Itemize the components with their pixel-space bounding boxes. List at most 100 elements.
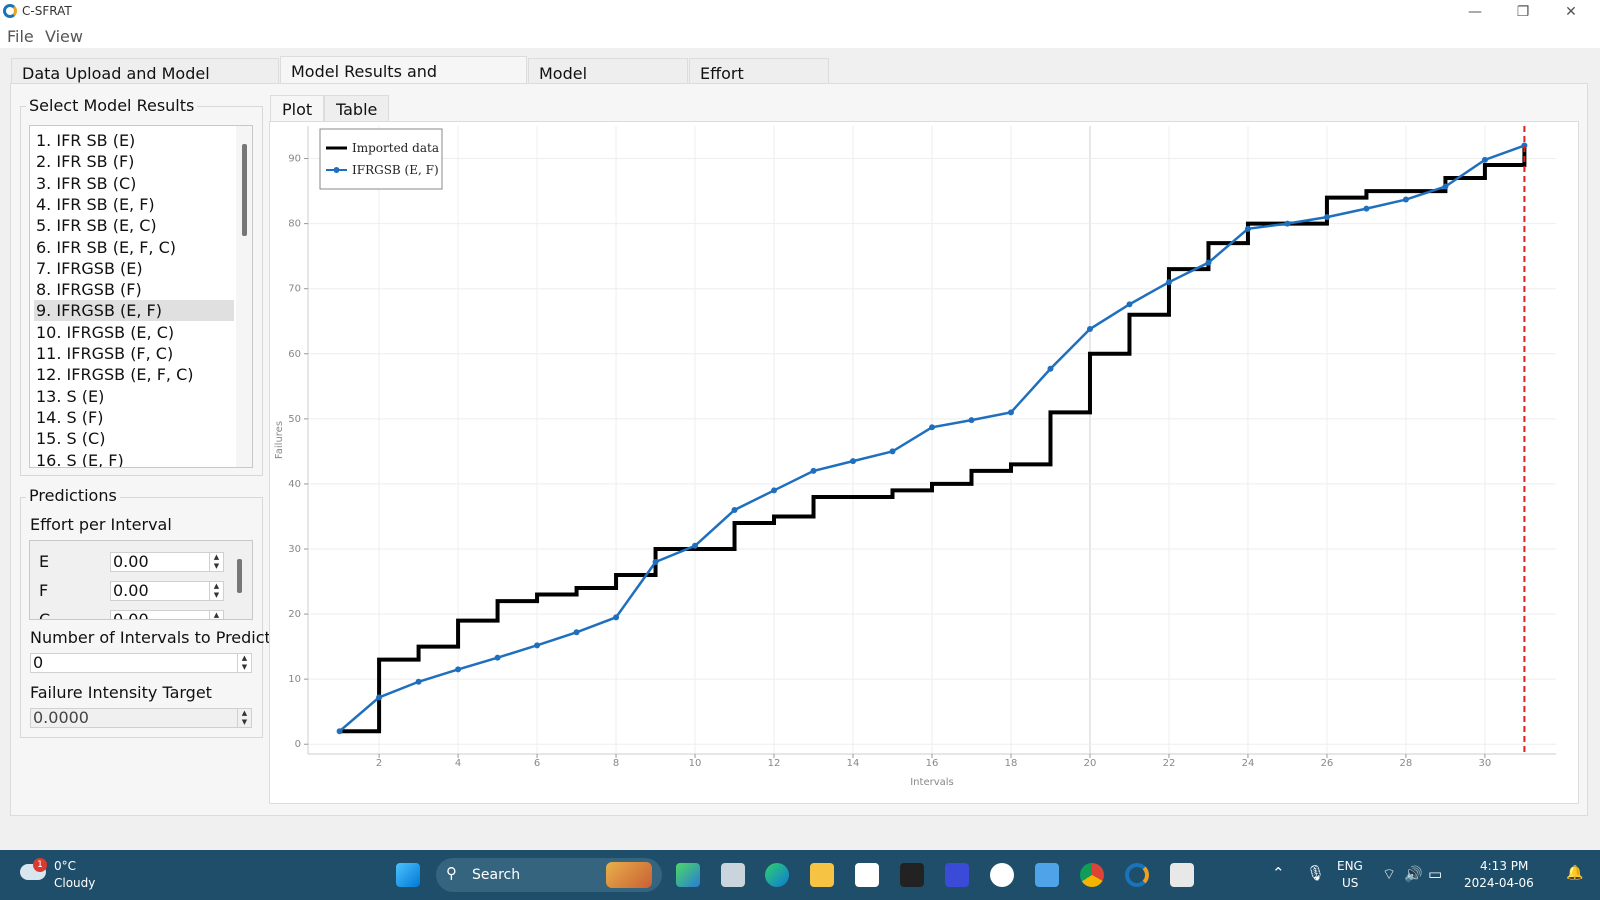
spin-arrows-icon[interactable]: ▲▼ (237, 654, 251, 672)
predictions-title: Predictions (26, 486, 120, 505)
snipping-tool-icon[interactable] (1170, 863, 1194, 887)
model-fit-point (810, 467, 817, 474)
search-label: Search (472, 867, 521, 883)
model-list-item[interactable]: 5. IFR SB (E, C) (36, 216, 157, 236)
x-tick-label: 6 (534, 758, 540, 769)
x-tick-label: 4 (455, 758, 461, 769)
model-list-item[interactable]: 1. IFR SB (E) (36, 131, 136, 150)
model-list-item[interactable]: 8. IFRGSB (F) (36, 280, 142, 300)
minimize-button[interactable]: — (1468, 4, 1482, 20)
intervals-spinbox[interactable]: 0 ▲ ▼ (30, 653, 252, 673)
model-list-item[interactable]: 4. IFR SB (E, F) (36, 194, 155, 214)
model-fit-point (1165, 279, 1172, 286)
model-fit-point (1363, 205, 1370, 212)
x-tick-label: 26 (1321, 758, 1334, 769)
x-tick-label: 12 (768, 758, 781, 769)
wifi-icon[interactable]: ⌔ (1382, 865, 1397, 883)
menu-view[interactable]: View (45, 27, 83, 46)
model-fit-point (731, 506, 738, 513)
copilot-icon[interactable] (676, 863, 700, 887)
x-axis-label: Intervals (910, 777, 954, 788)
model-list[interactable]: 1. IFR SB (E) 2. IFR SB (F) 3. IFR SB (C) 4… (29, 125, 253, 468)
restore-button[interactable]: ❐ (1516, 4, 1530, 20)
language-label[interactable]: ENG (1337, 859, 1363, 873)
effort-row-label: F (39, 581, 49, 600)
chrome-icon[interactable] (1080, 863, 1104, 887)
legend-label-imported: Imported data (352, 141, 439, 155)
model-list-item[interactable]: 11. IFRGSB (F, C) (36, 344, 174, 363)
x-tick-label: 10 (689, 758, 702, 769)
task-view-icon[interactable] (721, 863, 745, 887)
effort-scroll-thumb[interactable] (237, 559, 242, 593)
menu-file[interactable]: File (7, 27, 34, 46)
effort-f-spinbox[interactable]: 0.00 ▲ ▼ (110, 581, 224, 601)
model-list-scrollbar[interactable] (236, 126, 252, 467)
clock-date[interactable]: 2024-04-06 (1464, 876, 1534, 890)
model-list-item[interactable]: 13. S (E) (36, 386, 105, 406)
model-list-item[interactable]: 16. S (E, F) (36, 450, 124, 468)
y-tick-label: 90 (288, 154, 301, 165)
clock-time[interactable]: 4:13 PM (1480, 859, 1529, 873)
model-list-item[interactable]: 6. IFR SB (E, F, C) (36, 237, 177, 257)
model-list-item[interactable]: 12. IFRGSB (E, F, C) (36, 365, 194, 385)
x-tick-label: 16 (926, 758, 939, 769)
spin-arrows-icon[interactable]: ▲▼ (209, 582, 223, 600)
model-fit-point (534, 642, 541, 649)
region-label[interactable]: US (1342, 876, 1359, 890)
start-windows-icon[interactable] (396, 863, 420, 887)
model-list-item[interactable]: 3. IFR SB (C) (36, 173, 137, 193)
y-tick-label: 20 (288, 609, 301, 620)
close-button[interactable]: ✕ (1565, 4, 1577, 20)
model-fit-point (376, 694, 383, 701)
model-list-item[interactable]: 2. IFR SB (F) (36, 152, 135, 172)
y-tick-label: 80 (288, 219, 301, 230)
spin-arrows-icon[interactable]: ▲▼ (209, 553, 223, 571)
microphone-icon[interactable]: 🎙 (1306, 864, 1326, 882)
edge-browser-icon[interactable] (765, 863, 789, 887)
spin-arrows-icon[interactable]: ▲▼ (209, 611, 223, 619)
effort-f-value: 0.00 (113, 581, 149, 600)
imported-data-step-line (339, 145, 1527, 734)
failures-chart[interactable]: 2 4 6 8 10 12 14 16 18 20 22 24 26 28 3001020304050607… (270, 122, 1580, 805)
legend-marker-model (333, 167, 340, 173)
notifications-icon[interactable]: 🔔 (1566, 865, 1584, 881)
microsoft-store-icon[interactable] (855, 863, 879, 887)
volume-icon[interactable]: 🔊 (1404, 865, 1423, 883)
app-m-icon[interactable] (945, 863, 969, 887)
taskbar-search[interactable]: ⚲ Search (436, 858, 662, 892)
tab-data-upload[interactable]: Data Upload and Model Selection (11, 58, 279, 112)
scroll-thumb[interactable] (242, 144, 247, 236)
model-fit-point (1284, 220, 1291, 227)
x-tick-label: 28 (1400, 758, 1413, 769)
xbox-icon[interactable] (990, 863, 1014, 887)
taskbar: 1 0°C Cloudy ⚲ Search ⌃ 🎙 ENG US ⌔ 🔊 ▭ 4… (0, 850, 1600, 900)
model-list-item[interactable]: 7. IFRGSB (E) (36, 258, 143, 278)
title-bar: C-SFRAT — ❐ ✕ (0, 0, 1600, 24)
y-tick-label: 10 (288, 674, 301, 685)
tab-plot[interactable]: Plot (270, 95, 325, 122)
model-fit-point (889, 448, 896, 455)
battery-icon[interactable]: ▭ (1428, 865, 1443, 883)
failure-intensity-spinbox[interactable]: 0.0000 ▲ ▼ (30, 708, 252, 728)
model-list-item[interactable]: 15. S (C) (36, 429, 106, 449)
effort-c-spinbox[interactable]: 0.00 ▲▼ (110, 610, 224, 619)
model-fit-point (1402, 196, 1409, 203)
x-tick-label: 18 (1005, 758, 1018, 769)
show-hidden-icons-chevron-icon[interactable]: ⌃ (1272, 864, 1285, 882)
tab-table[interactable]: Table (324, 95, 390, 122)
model-list-item[interactable]: 9. IFRGSB (E, F) (34, 300, 234, 322)
model-fit-point (850, 458, 857, 465)
csfrat-app-icon[interactable] (1125, 863, 1149, 887)
model-list-item[interactable]: 14. S (F) (36, 407, 104, 427)
app-cube-icon[interactable] (900, 863, 924, 887)
spin-arrows-icon[interactable]: ▲▼ (237, 709, 251, 727)
x-tick-label: 8 (613, 758, 619, 769)
model-list-item[interactable]: 10. IFRGSB (E, C) (36, 322, 175, 342)
effort-e-spinbox[interactable]: 0.00 ▲ ▼ (110, 552, 224, 572)
model-fit-point (455, 666, 462, 673)
predictions-group (20, 497, 263, 738)
notepad-icon[interactable] (1035, 863, 1059, 887)
app-logo-icon (3, 4, 17, 18)
model-fit-point (1086, 326, 1093, 333)
file-explorer-icon[interactable] (810, 863, 834, 887)
